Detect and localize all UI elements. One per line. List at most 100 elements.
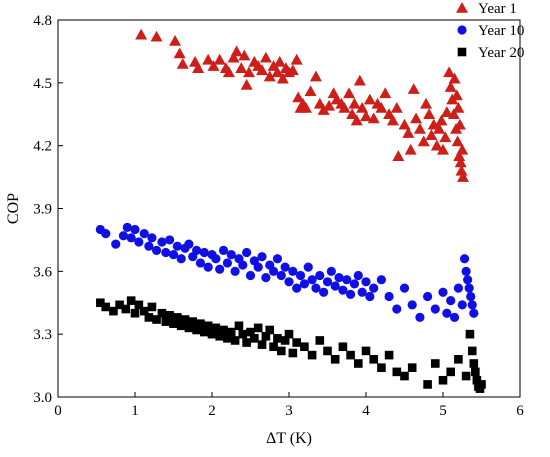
data-point [461,371,471,381]
data-point [425,129,438,140]
legend-marker-triangle [456,2,468,13]
data-point [361,346,371,356]
data-point [360,110,372,122]
y-tick-label: 4.5 [33,76,52,92]
data-point [444,81,457,92]
data-point [151,245,162,255]
data-point [147,302,157,312]
legend-marker-circle [457,25,467,35]
data-point [284,329,294,339]
data-point [430,139,443,151]
data-point [322,277,333,287]
series-layer [95,28,486,393]
data-point [379,87,392,99]
data-point [288,266,298,276]
data-point [101,229,111,239]
data-point [311,283,321,293]
data-point [263,70,276,82]
data-point [272,254,283,264]
data-point [433,122,446,134]
data-point [169,319,178,328]
data-point [390,101,403,113]
data-point [269,342,278,352]
data-point [299,279,309,289]
data-point [451,135,464,147]
data-point [453,118,466,130]
data-point [455,164,468,176]
data-point [222,66,235,78]
data-point [463,275,473,285]
data-point [286,64,299,76]
data-point [471,367,480,377]
data-point [257,252,267,262]
data-point [303,262,313,272]
x-tick-label: 3 [285,403,293,419]
data-point [196,319,205,328]
data-point [346,350,355,360]
data-point [446,296,456,306]
x-tick-label: 5 [439,403,447,419]
data-point [307,275,317,285]
legend-label: Year 10 [478,23,524,39]
data-point [361,277,371,287]
data-point [369,355,378,364]
data-point [222,258,232,268]
data-point [454,156,467,168]
series-year-20 [96,296,486,393]
data-point [192,62,205,73]
data-point [423,291,433,302]
data-point [111,239,121,249]
data-point [147,233,157,243]
data-point [338,285,348,295]
data-point [420,97,433,109]
data-point [349,279,360,289]
data-point [253,262,263,272]
data-point [350,114,363,126]
data-point [176,254,186,264]
x-tick-label: 1 [131,403,139,419]
data-point [365,291,375,302]
data-point [180,315,190,324]
data-point [134,300,144,310]
x-tick-label: 4 [362,403,370,419]
data-point [354,359,363,368]
data-point [192,245,202,255]
data-point [450,89,463,101]
data-point [165,311,174,320]
data-point [319,287,329,297]
data-point [184,239,194,249]
y-axis-title: COP [5,193,22,224]
data-point [376,275,386,285]
data-point [343,87,356,99]
data-point [309,70,322,82]
data-point [242,338,251,347]
data-point [375,101,388,113]
data-point [280,262,290,272]
data-point [334,273,344,283]
data-point [417,135,430,147]
data-point [454,355,463,364]
data-point [109,306,118,316]
data-point [199,247,209,258]
data-point [96,298,105,308]
data-point [276,270,286,281]
data-point [121,304,131,314]
data-point [452,101,465,113]
data-point [465,329,475,339]
data-point [203,321,213,331]
data-point [461,266,471,276]
data-point [469,359,479,368]
x-tick-label: 2 [208,403,216,419]
data-point [442,308,452,318]
data-point [330,281,340,291]
data-point [392,150,405,161]
data-point [152,315,161,324]
data-point [150,30,163,42]
data-point [467,346,477,356]
data-point [300,342,309,352]
data-point [437,143,449,155]
data-point [435,114,448,126]
data-point [161,317,171,326]
data-point [230,266,240,276]
